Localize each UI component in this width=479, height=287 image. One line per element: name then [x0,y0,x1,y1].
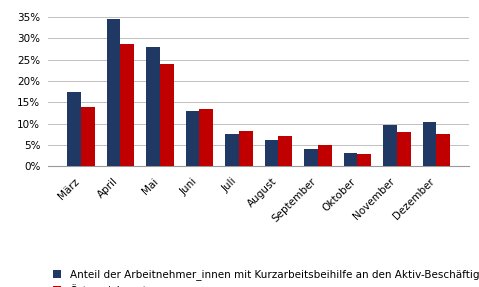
Bar [81,107,95,166]
Bar [436,134,450,166]
Bar [422,122,436,166]
Bar [106,19,120,166]
Bar [343,153,357,166]
Bar [278,136,292,166]
Bar [146,47,160,166]
Legend: Anteil der Arbeitnehmer_innen mit Kurzarbeitsbeihilfe an den Aktiv-Beschäftigten: Anteil der Arbeitnehmer_innen mit Kurzar… [53,269,479,287]
Bar [185,111,199,166]
Bar [120,44,134,166]
Bar [357,154,371,166]
Bar [397,132,411,166]
Bar [160,64,174,166]
Bar [67,92,81,166]
Bar [225,135,239,166]
Bar [318,145,332,166]
Bar [199,109,213,166]
Bar [264,140,278,166]
Bar [304,149,318,166]
Bar [383,125,397,166]
Bar [239,131,253,166]
